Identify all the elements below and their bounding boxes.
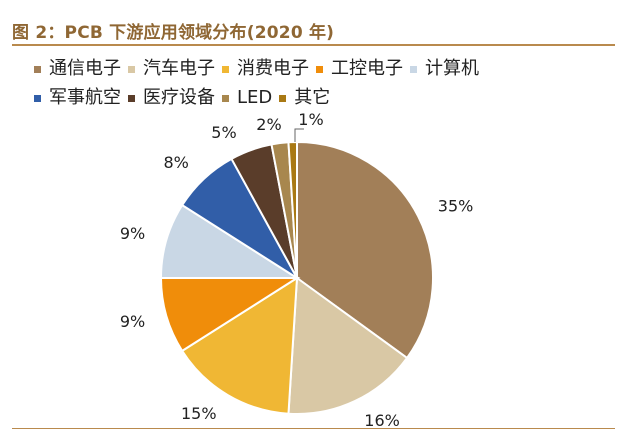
pie-label-computer: 9% [120, 224, 145, 243]
pie-label-consumer-electronics: 15% [181, 404, 217, 423]
pie-label-communication-electronics: 35% [438, 196, 474, 215]
pie-label-medical-equipment: 5% [211, 123, 236, 142]
pie-label-led: 2% [256, 115, 281, 134]
pie-label-industrial-control-electronics: 9% [120, 312, 145, 331]
bottom-rule [12, 428, 615, 429]
other-slice-leader-line [295, 129, 304, 142]
pie-label-other: 1% [298, 110, 323, 129]
pie-label-military-aerospace: 8% [163, 153, 188, 172]
